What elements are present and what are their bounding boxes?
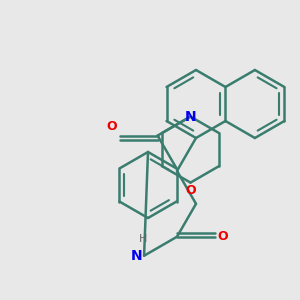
Text: O: O [218, 230, 228, 243]
Text: O: O [106, 120, 117, 133]
Text: N: N [185, 110, 196, 124]
Text: O: O [185, 184, 196, 197]
Text: N: N [131, 249, 142, 263]
Text: H: H [138, 234, 147, 244]
